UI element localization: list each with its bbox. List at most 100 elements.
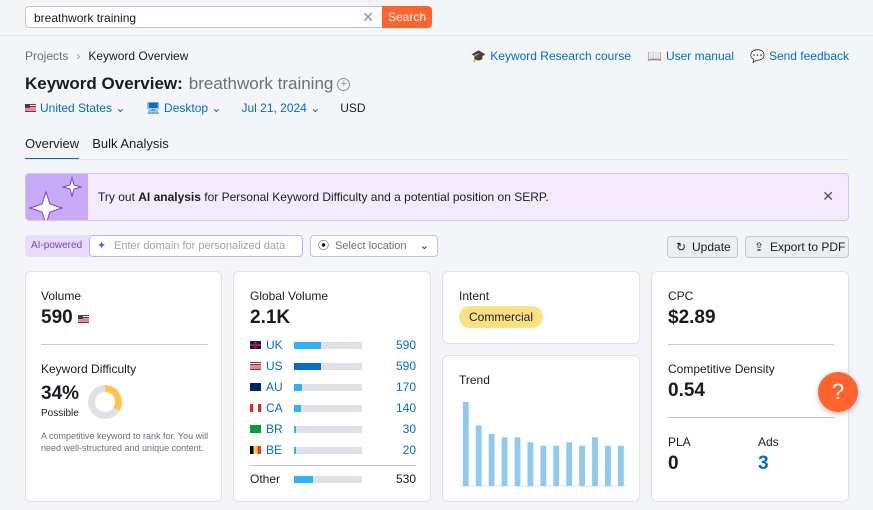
top-bar: breathwork training ✕ Search xyxy=(0,0,873,36)
volume-value: 590 xyxy=(41,307,93,329)
gv-bar-fill xyxy=(294,447,296,454)
date-select[interactable]: Jul 21, 2024 ⌄ xyxy=(241,101,320,115)
global-volume-label: Global Volume xyxy=(250,289,329,303)
uk-flag-icon xyxy=(250,341,261,349)
gv-value: 590 xyxy=(395,359,416,373)
help-button[interactable]: ? xyxy=(818,372,858,412)
trend-bar xyxy=(617,445,624,486)
search-input[interactable]: breathwork training ✕ xyxy=(25,6,382,28)
breadcrumb-current: Keyword Overview xyxy=(88,49,189,63)
gv-bar-track xyxy=(294,384,362,391)
us-flag-icon xyxy=(25,104,36,112)
gv-country-code: US xyxy=(266,359,283,373)
cpc-card: CPC $2.89 Competitive Density 0.54 PLA 0… xyxy=(651,271,849,502)
export-label: Export to PDF xyxy=(770,240,846,254)
gv-country-code: CA xyxy=(266,401,283,415)
add-icon[interactable]: + xyxy=(337,78,351,91)
density-value: 0.54 xyxy=(668,380,705,401)
gv-row-uk[interactable]: UK 590 xyxy=(250,338,416,352)
gv-bar-fill xyxy=(294,405,301,412)
trend-card: Trend xyxy=(442,355,640,502)
close-icon[interactable]: ✕ xyxy=(822,188,834,204)
tab-overview[interactable]: Overview xyxy=(25,136,80,160)
divider xyxy=(41,344,208,345)
breadcrumb-projects[interactable]: Projects xyxy=(25,49,69,63)
intent-badge: Commercial xyxy=(459,306,544,328)
gv-row-be[interactable]: BE 20 xyxy=(250,443,416,457)
currency-label: USD xyxy=(340,101,366,115)
banner-highlight[interactable]: AI analysis xyxy=(138,190,201,204)
gv-bar-track xyxy=(294,363,362,370)
trend-bar xyxy=(462,402,469,486)
update-button[interactable]: ↻ Update xyxy=(667,236,738,258)
manual-link[interactable]: 📖 User manual xyxy=(647,49,734,63)
device-label: Desktop xyxy=(164,101,209,115)
kd-donut-chart xyxy=(88,385,122,419)
trend-bar xyxy=(553,445,560,486)
gv-value: 590 xyxy=(395,338,416,352)
title-keyword: breathwork training xyxy=(188,74,334,93)
country-select[interactable]: United States ⌄ xyxy=(25,101,125,115)
ca-flag-icon xyxy=(250,404,261,412)
sparkle-icon: ✦ xyxy=(97,240,107,252)
br-flag-icon xyxy=(250,425,261,433)
trend-bar xyxy=(605,445,611,486)
gv-bar-track xyxy=(294,476,362,483)
tabs: Overview Bulk Analysis xyxy=(25,136,169,160)
kd-level: Possible xyxy=(41,408,79,419)
trend-bar xyxy=(579,445,585,486)
us-flag-icon xyxy=(250,362,261,370)
gv-bar-track xyxy=(294,447,362,454)
gv-value: 20 xyxy=(402,443,416,457)
volume-number: 590 xyxy=(41,307,73,328)
volume-label: Volume xyxy=(41,289,82,303)
banner-prefix: Try out xyxy=(98,190,139,204)
gv-value: 30 xyxy=(402,422,416,436)
sparkle-icon xyxy=(26,174,88,220)
search-button[interactable]: Search xyxy=(382,6,432,28)
course-link[interactable]: 🎓 Keyword Research course xyxy=(471,49,631,63)
export-pdf-button[interactable]: ⇪ Export to PDF xyxy=(745,236,849,258)
search-query[interactable]: breathwork training xyxy=(34,11,137,25)
ai-banner: Try out AI analysis for Personal Keyword… xyxy=(25,173,849,221)
gv-country-code: AU xyxy=(266,380,283,394)
trend-bar xyxy=(566,442,573,486)
gv-bar-track xyxy=(294,426,362,433)
device-select[interactable]: 🖥 Desktop ⌄ xyxy=(145,101,221,115)
gv-other-label: Other xyxy=(250,472,281,486)
cpc-value: $2.89 xyxy=(668,307,716,328)
pla-value: 0 xyxy=(668,453,679,474)
divider xyxy=(668,344,834,345)
kd-value: 34% xyxy=(41,383,80,404)
page-title: Keyword Overview: breathwork training + xyxy=(25,74,351,94)
clear-icon[interactable]: ✕ xyxy=(362,9,374,25)
tab-bulk-analysis[interactable]: Bulk Analysis xyxy=(92,136,169,151)
gv-row-br[interactable]: BR 30 xyxy=(250,422,416,436)
gv-row-us[interactable]: US 590 xyxy=(250,359,416,373)
gv-row-other[interactable]: Other 530 xyxy=(250,472,416,486)
divider xyxy=(0,35,873,36)
pin-icon: ⦿ xyxy=(318,240,329,252)
update-label: Update xyxy=(692,240,731,254)
domain-placeholder: Enter domain for personalized data xyxy=(114,240,286,252)
chevron-down-icon: ⌄ xyxy=(211,101,222,115)
location-select[interactable]: ⦿ Select location ⌄ xyxy=(310,235,438,257)
volume-card: Volume 590 Keyword Difficulty 34% Possib… xyxy=(25,271,222,502)
feedback-link[interactable]: 💬 Send feedback xyxy=(750,49,849,63)
gv-bar-fill xyxy=(294,342,321,349)
domain-input[interactable]: ✦ Enter domain for personalized data xyxy=(89,235,303,257)
gv-row-ca[interactable]: CA 140 xyxy=(250,401,416,415)
banner-suffix: for Personal Keyword Difficulty and a po… xyxy=(200,190,549,204)
trend-bar xyxy=(514,437,521,486)
ads-value[interactable]: 3 xyxy=(758,453,769,474)
intent-card: Intent Commercial xyxy=(442,271,640,344)
chevron-right-icon: › xyxy=(76,49,81,63)
trend-bar xyxy=(488,433,495,486)
gv-row-au[interactable]: AU 170 xyxy=(250,380,416,394)
gv-other-value: 530 xyxy=(395,472,416,486)
book-icon: 📖 xyxy=(647,49,662,63)
density-label: Competitive Density xyxy=(668,362,775,376)
graduation-cap-icon: 🎓 xyxy=(471,49,487,63)
gv-value: 140 xyxy=(395,401,416,415)
trend-bar xyxy=(592,437,598,486)
